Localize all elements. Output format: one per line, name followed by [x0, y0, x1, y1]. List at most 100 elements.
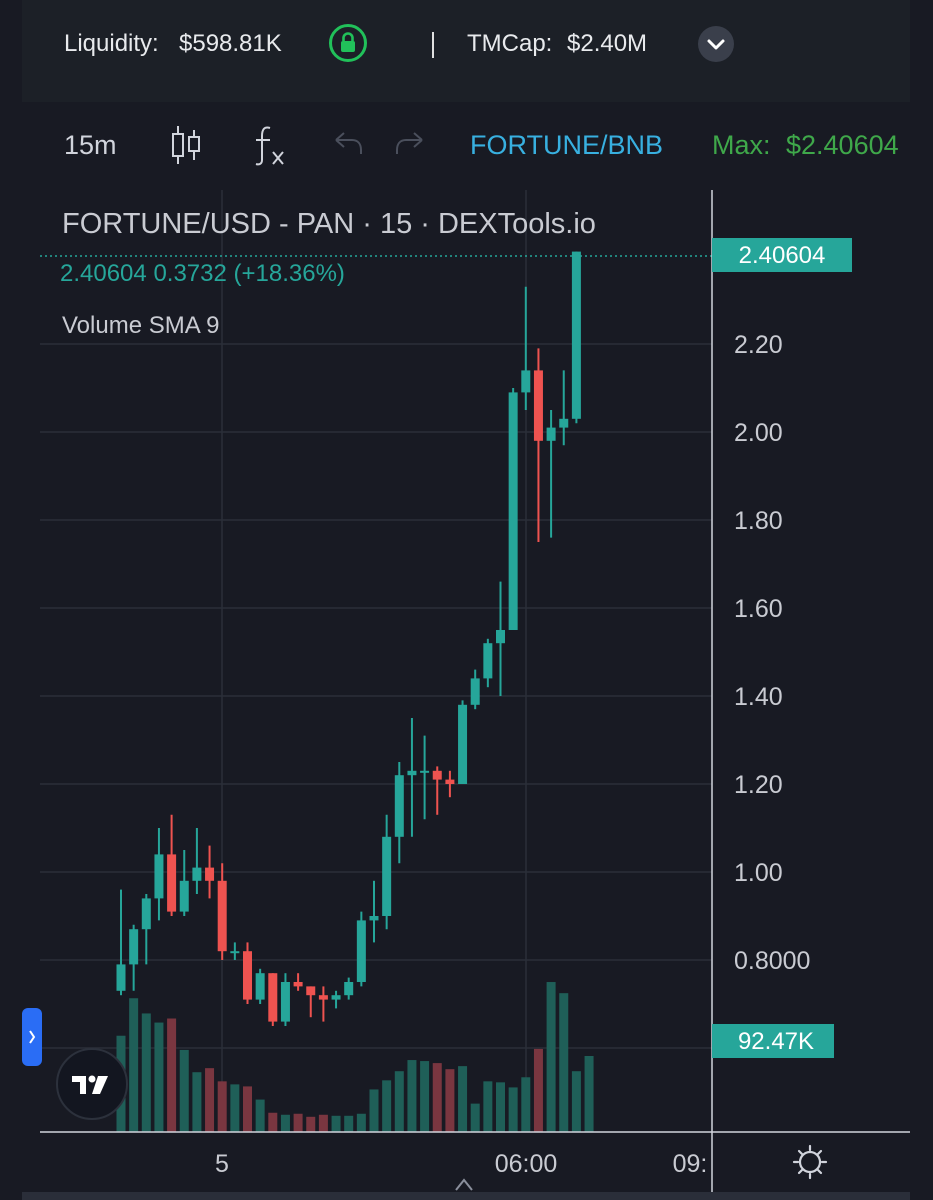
candle-body [129, 929, 139, 965]
volume-bar [521, 1077, 531, 1132]
volume-tag-label: 92.47K [738, 1028, 814, 1055]
indicators-fx-icon[interactable] [252, 122, 288, 168]
candle-body [496, 630, 505, 644]
volume-bar [141, 1013, 151, 1132]
candles-icon[interactable] [168, 124, 204, 166]
candle-body [331, 995, 341, 1000]
volume-bar [508, 1087, 518, 1132]
volume-bar [129, 998, 139, 1132]
volume-bar [318, 1114, 328, 1132]
tradingview-logo[interactable] [56, 1048, 128, 1120]
price-tick-label: 1.80 [734, 507, 783, 535]
volume-tag [712, 1024, 834, 1058]
time-axis[interactable]: 5 06:00 09: [215, 1150, 707, 1178]
candle-body [179, 880, 189, 912]
candle-body [407, 770, 417, 776]
grid [40, 190, 712, 1132]
candle-body [205, 867, 215, 881]
candle-body [420, 770, 430, 773]
candle-body [217, 880, 227, 952]
time-tick-label: 5 [215, 1150, 229, 1178]
candle-body [508, 392, 518, 630]
price-tick-label: 0.8000 [734, 947, 810, 975]
volume-bar [167, 1018, 177, 1132]
candle-body [255, 973, 265, 1000]
candle-body [154, 854, 164, 899]
candle-body [280, 982, 290, 1022]
volume-bar [584, 1056, 594, 1132]
volume-bar [559, 993, 569, 1132]
price-tick-label: 2.00 [734, 419, 783, 447]
volume-bar [192, 1072, 202, 1132]
undo-icon[interactable] [332, 130, 364, 158]
pair-selector[interactable]: FORTUNE/BNB [470, 130, 664, 160]
volume-bar [432, 1063, 442, 1132]
redo-icon[interactable] [394, 130, 426, 158]
candle-body [521, 370, 531, 393]
time-tick-label: 09: [673, 1150, 708, 1178]
candle-body [356, 920, 366, 982]
volume-bar [420, 1061, 430, 1132]
price-tick-label: 1.60 [734, 595, 783, 623]
volume-bar [356, 1113, 366, 1132]
candle-body [394, 775, 404, 837]
volume-bar [571, 1071, 581, 1132]
time-tick-label: 06:00 [495, 1150, 558, 1178]
last-price-tag-label: 2.40604 [739, 242, 826, 269]
volume-bar [205, 1068, 215, 1132]
volume-bar [546, 982, 556, 1132]
candle-body [571, 251, 581, 419]
legend-change: 0.3732 [153, 260, 227, 287]
legend-title: FORTUNE/USD - PAN · 15 · DEXTools.io [62, 208, 596, 240]
candle-body [293, 982, 303, 987]
candle-body [432, 770, 442, 780]
volume-bar [179, 1049, 189, 1132]
candle-body [533, 370, 543, 441]
candle-body [230, 951, 240, 954]
volume-bar [470, 1103, 480, 1132]
price-tick-label: 1.20 [734, 771, 783, 799]
volume-bar [217, 1081, 227, 1132]
chevron-down-icon[interactable] [698, 26, 734, 62]
volume-bar [280, 1114, 290, 1132]
max-label: Max: [712, 130, 771, 160]
settings-gear-icon[interactable] [792, 1144, 828, 1180]
legend-values: 2.40604 0.3732 (+18.36%) [60, 260, 345, 288]
separator [432, 32, 434, 58]
candle-body [318, 995, 328, 1000]
price-tick-label: 1.00 [734, 859, 783, 887]
candle-body [369, 916, 379, 921]
liquidity-label: Liquidity: [64, 30, 159, 57]
legend-last: 2.40604 [60, 260, 147, 287]
volume-bars [116, 982, 594, 1132]
bottom-scrollbar[interactable] [22, 1192, 910, 1200]
candle-body [458, 704, 468, 784]
side-panel-handle[interactable] [22, 1008, 42, 1066]
volume-bar [369, 1089, 379, 1132]
candle-body [470, 678, 480, 705]
volume-bar [243, 1086, 252, 1132]
candle-body [167, 854, 177, 912]
volume-bar [331, 1115, 341, 1132]
liquidity-value: $598.81K [179, 30, 282, 57]
max-value: $2.40604 [786, 130, 899, 160]
price-tick-label: 2.20 [734, 331, 783, 359]
volume-bar [268, 1112, 278, 1132]
scroll-up-arrow-icon[interactable] [455, 1178, 473, 1191]
volume-study-label[interactable]: Volume SMA 9 [62, 312, 220, 339]
price-tick-label: 1.40 [734, 683, 783, 711]
candles [116, 251, 581, 1026]
volume-bar [407, 1060, 417, 1132]
interval-selector[interactable]: 15m [64, 130, 117, 160]
volume-bar [154, 1022, 164, 1132]
price-axis[interactable]: 2.20 2.00 1.80 1.60 1.40 1.20 1.00 0.8000 [734, 331, 810, 975]
volume-bar [255, 1099, 265, 1132]
candle-body [116, 964, 126, 991]
candle-body [141, 898, 151, 930]
lock-icon[interactable] [329, 24, 367, 62]
candle-body [445, 779, 455, 784]
candle-body [546, 427, 556, 441]
volume-bar [533, 1048, 543, 1132]
candle-body [306, 986, 316, 996]
